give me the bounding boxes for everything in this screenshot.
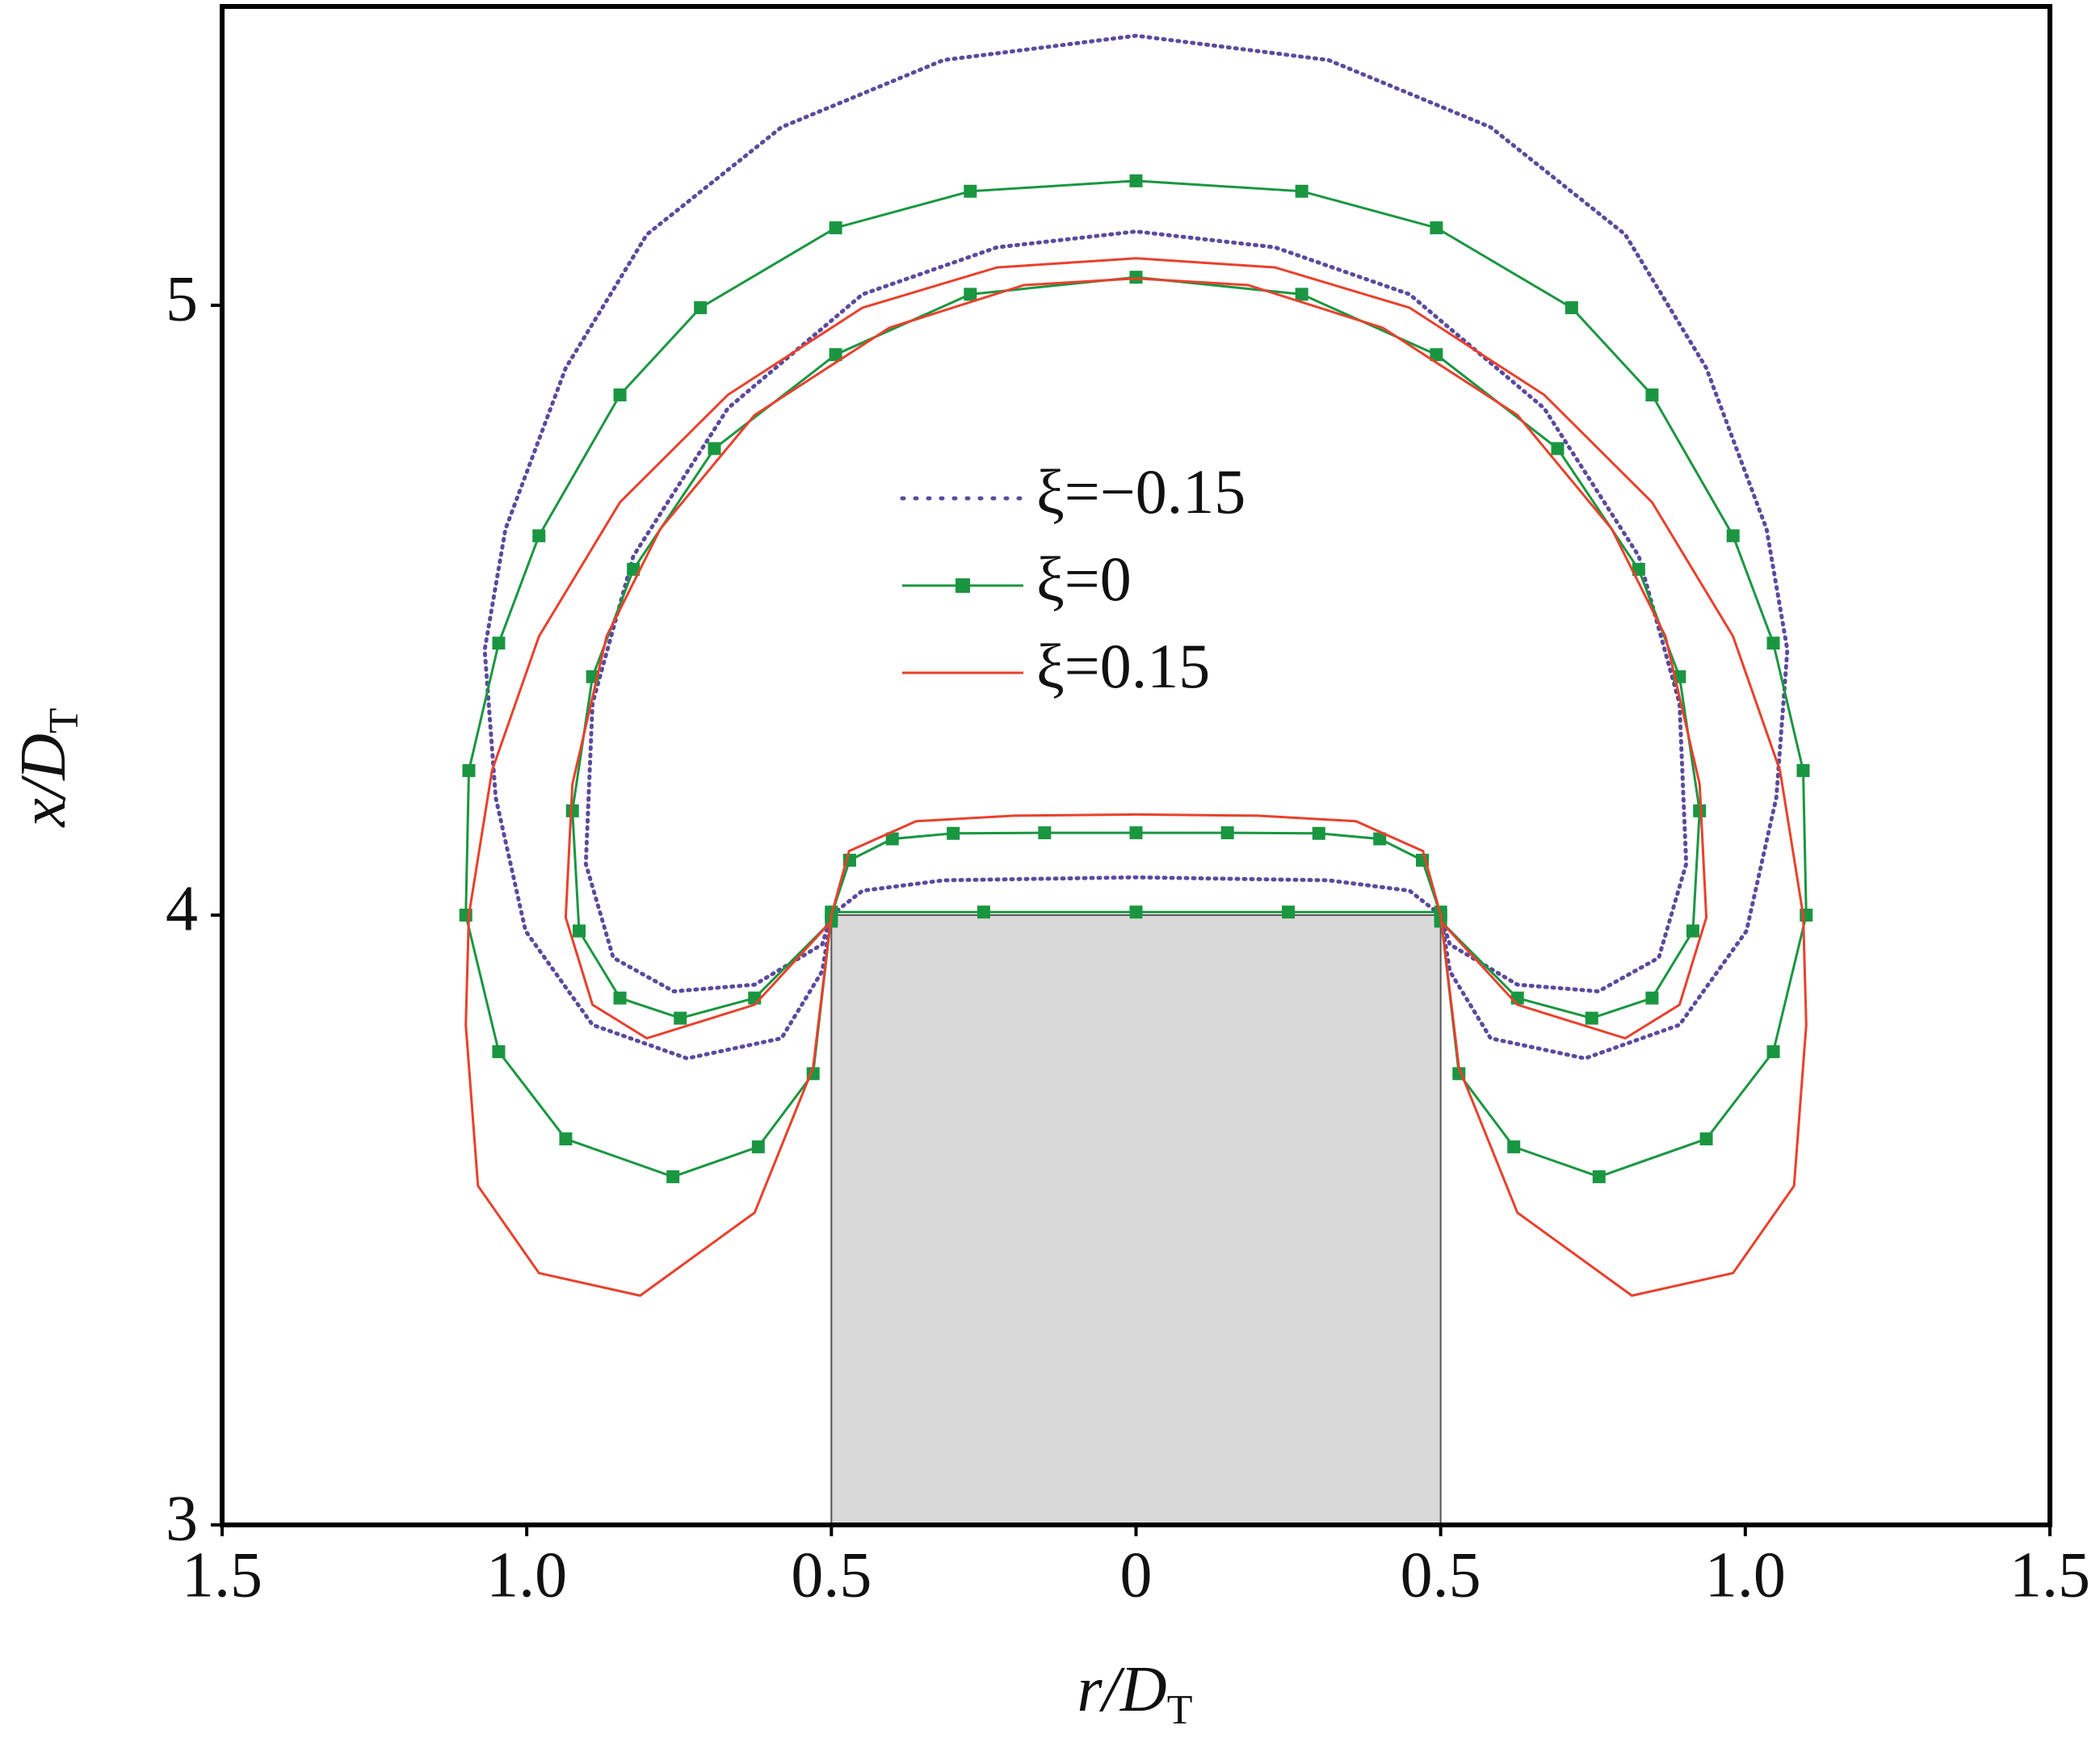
marker [1585,1011,1598,1025]
x-tick-label: 1.5 [182,1539,262,1611]
x-axis-label-sub: T [1167,1687,1193,1733]
marker [1282,905,1296,919]
marker [1551,442,1564,456]
x-tick-label: 0.5 [1401,1539,1481,1611]
y-tick-label: 3 [166,1483,198,1554]
marker [1645,388,1659,401]
marker [1507,1140,1521,1153]
marker [492,1045,506,1059]
y-axis-label-main: x/D [8,733,79,828]
x-axis-label: r/DT [1077,1654,1193,1733]
y-tick-label: 4 [166,873,198,944]
marker [532,529,546,543]
marker [1632,562,1645,576]
marker [627,562,640,576]
marker [1295,184,1308,198]
y-axis-label: x/DT [8,708,87,827]
marker [1129,174,1143,187]
marker [1726,529,1740,543]
legend-marker [956,578,970,593]
marker [1129,826,1143,840]
marker [613,388,627,401]
marker [829,348,842,362]
marker [1312,826,1325,840]
marker [462,764,476,778]
marker [492,636,506,650]
legend-label: ξ=0.15 [1036,631,1210,701]
marker [1796,764,1810,778]
marker [1430,348,1443,362]
marker [1699,1132,1713,1146]
marker [1038,826,1052,840]
marker [1645,991,1659,1005]
marker [976,905,990,919]
marker [964,184,977,198]
x-axis-label-main: r/D [1077,1654,1167,1725]
marker [1766,1045,1780,1059]
legend-label: ξ=0 [1036,544,1132,614]
marker [964,288,977,301]
marker [1686,924,1699,938]
marker [565,804,579,817]
x-tick-label: 1.5 [2010,1539,2090,1611]
series-line [482,33,1790,1060]
marker [1220,826,1234,840]
marker [1129,905,1143,919]
x-tick-label: 1.0 [486,1539,567,1611]
marker [751,1140,765,1153]
x-tick-label: 0.5 [791,1539,872,1611]
marker [559,1132,573,1146]
marker [1592,1170,1606,1183]
marker [1373,832,1387,846]
marker [1693,804,1707,817]
marker [1510,991,1524,1005]
x-tick-label: 0 [1120,1539,1153,1611]
body [830,914,1442,1527]
marker [885,832,899,846]
marker [708,442,721,456]
marker [829,221,842,235]
marker [947,826,960,840]
y-axis-label-sub: T [41,708,87,733]
marker [666,1170,680,1183]
marker [694,300,708,314]
marker [1564,300,1578,314]
marker [1766,636,1780,650]
y-tick-label: 5 [166,263,198,334]
marker [573,924,586,938]
x-tick-label: 1.0 [1705,1539,1786,1611]
marker [1295,288,1308,301]
series-line [464,257,1808,1297]
marker [613,991,627,1005]
marker [674,1011,687,1025]
marker [1430,221,1443,235]
legend-label: ξ=−0.15 [1036,456,1245,527]
marker [748,991,762,1005]
